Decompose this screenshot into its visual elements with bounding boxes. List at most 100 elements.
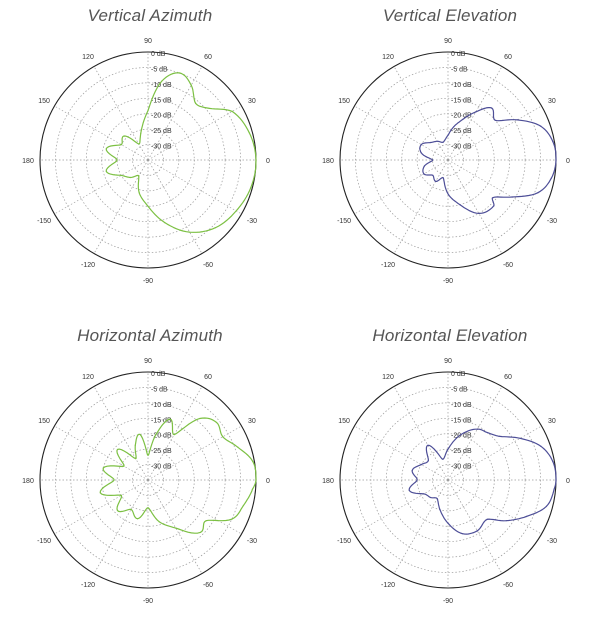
data-point [553, 488, 555, 490]
radial-tick-label: 0 dB [151, 371, 166, 378]
radial-tick-label: -30 dB [451, 144, 472, 151]
data-point [442, 177, 444, 179]
chart-title: Horizontal Azimuth [77, 326, 223, 345]
data-point [447, 193, 449, 195]
data-point [199, 531, 201, 533]
grid-ring [85, 97, 211, 223]
radial-tick-label: -15 dB [151, 97, 172, 104]
data-point [511, 196, 513, 198]
radial-tick-label: -15 dB [151, 417, 172, 424]
data-point [116, 509, 119, 512]
radial-tick-label: 0 dB [451, 371, 466, 378]
data-point [516, 119, 519, 121]
radial-tick-label: -15 dB [451, 417, 472, 424]
data-point [205, 520, 207, 522]
chart-title: Vertical Elevation [382, 6, 518, 25]
angle-tick-label: 60 [204, 374, 212, 381]
data-point [130, 508, 132, 510]
data-point [427, 459, 429, 461]
angle-tick-label: -90 [143, 278, 153, 285]
data-point [231, 518, 233, 520]
data-point [453, 125, 455, 128]
grid-spoke [147, 479, 242, 535]
grid-spoke [147, 386, 203, 481]
angle-tick-label: -120 [81, 262, 95, 269]
data-point [436, 140, 438, 142]
angle-tick-label: -30 [247, 538, 257, 545]
pattern-trace [419, 107, 557, 214]
polar-chart-vertical-elevation: 90 60 30 0 -30 -60 -90 -120 -150 180 150 120 0 dB -5 … [322, 38, 570, 285]
angle-tick-label: -120 [381, 582, 395, 589]
data-point [116, 159, 118, 161]
data-point [161, 80, 163, 82]
angle-tick-label: 0 [266, 158, 270, 165]
data-point [493, 205, 495, 207]
radial-tick-label: -5 dB [451, 386, 468, 393]
angle-tick-label: 150 [338, 418, 350, 425]
angle-tick-label: 150 [38, 418, 50, 425]
polar-chart-vertical-azimuth: 90 60 30 0 -30 -60 -90 -120 -150 180 150 120 0 dB -5 … [22, 38, 270, 285]
grid-spoke [147, 159, 242, 215]
data-point [555, 159, 557, 161]
angle-tick-label: -60 [203, 262, 213, 269]
data-point [147, 110, 149, 112]
radial-tick-label: -5 dB [151, 66, 168, 73]
data-point [411, 469, 413, 472]
data-point [102, 467, 104, 469]
angle-tick-label: 120 [82, 374, 94, 381]
data-point [478, 212, 480, 215]
grid-spoke [393, 479, 449, 574]
data-point [138, 175, 140, 177]
data-point [525, 515, 527, 518]
data-point [189, 231, 191, 233]
angle-tick-label: 0 [566, 478, 570, 485]
angle-tick-label: -120 [381, 262, 395, 269]
angle-tick-label: 90 [444, 358, 452, 365]
angle-tick-label: 150 [38, 98, 50, 105]
data-point [550, 177, 552, 179]
data-point [461, 533, 463, 535]
angle-tick-label: 60 [504, 54, 512, 61]
grid-spoke [447, 425, 542, 481]
chart-panel-vertical-azimuth: Vertical Azimuth 90 60 30 0 -30 -60 -90 -120 -15… [0, 0, 300, 315]
data-point [416, 479, 418, 481]
radial-tick-label: -20 dB [451, 433, 472, 440]
data-point [420, 143, 422, 146]
grid-ring [416, 128, 480, 192]
angle-tick-label: 60 [504, 374, 512, 381]
data-point [447, 522, 449, 524]
radial-tick-label: -20 dB [151, 113, 172, 120]
grid-ring [385, 417, 511, 543]
data-point [555, 479, 557, 481]
data-point [476, 428, 478, 430]
chart-panel-vertical-elevation: Vertical Elevation 90 60 30 0 -30 -60 -90 -120 -… [300, 0, 600, 315]
chart-title: Vertical Azimuth [87, 6, 213, 25]
radial-tick-label: -25 dB [451, 448, 472, 455]
grid-spoke [54, 105, 149, 161]
angle-tick-label: 90 [144, 358, 152, 365]
data-point [248, 132, 250, 134]
radial-tick-label: -20 dB [151, 433, 172, 440]
data-point [120, 143, 122, 146]
angle-tick-label: 60 [204, 54, 212, 61]
data-point [175, 527, 177, 529]
radial-tick-label: -10 dB [151, 82, 172, 89]
data-point [494, 119, 496, 121]
data-point [222, 436, 224, 438]
data-point [492, 197, 494, 199]
data-point [179, 72, 181, 74]
data-point [540, 125, 542, 127]
data-point [447, 448, 449, 450]
angle-tick-label: -30 [547, 538, 557, 545]
grid-spoke [393, 159, 449, 254]
data-point [420, 152, 422, 154]
data-point [255, 159, 257, 161]
grid-spoke [447, 159, 542, 215]
grid-spoke [447, 66, 503, 161]
data-point [116, 448, 119, 451]
data-point [429, 496, 432, 499]
chart-panel-horizontal-elevation: Horizontal Elevation 90 60 30 0 -30 -60 -90 -12… [300, 320, 600, 635]
radial-tick-label: -5 dB [151, 386, 168, 393]
data-point [441, 458, 444, 460]
grid-ring [385, 97, 511, 223]
